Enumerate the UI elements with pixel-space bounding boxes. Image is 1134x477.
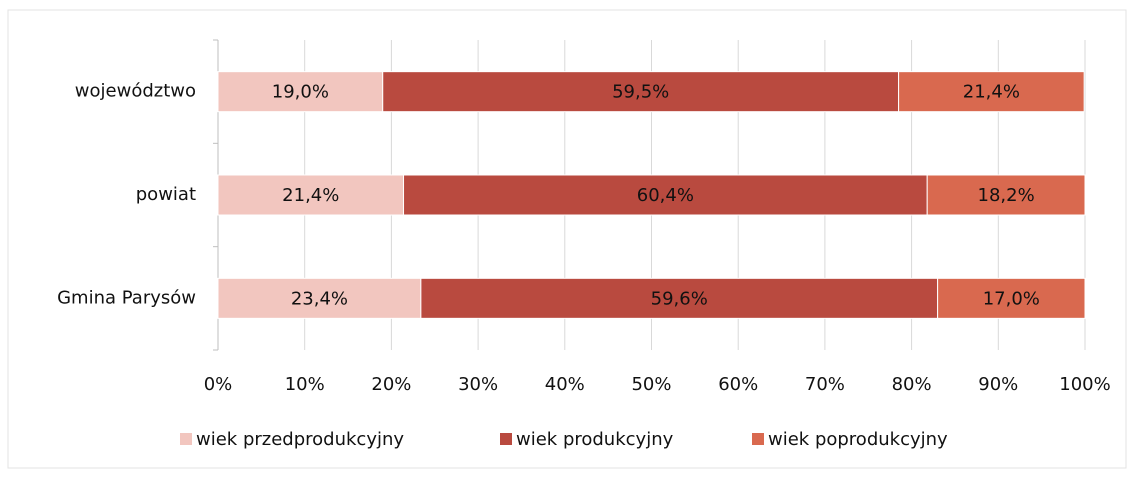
x-tick-label: 80% <box>892 374 932 395</box>
value-label: 23,4% <box>291 288 348 309</box>
value-label: 60,4% <box>637 185 694 206</box>
value-label: 18,2% <box>978 185 1035 206</box>
value-label: 17,0% <box>983 288 1040 309</box>
bar-segment <box>382 71 900 113</box>
x-tick-label: 0% <box>204 374 233 395</box>
y-tick-label: województwo <box>75 81 196 102</box>
x-tick-label: 70% <box>805 374 845 395</box>
value-label: 19,0% <box>272 82 329 103</box>
y-tick-label: powiat <box>136 184 196 205</box>
bar-segment <box>926 174 1086 216</box>
bar-segment <box>403 174 928 216</box>
legend-label: wiek produkcyjny <box>516 429 674 450</box>
legend-label: wiek przedprodukcyjny <box>196 429 404 450</box>
legend-marker <box>500 433 512 445</box>
bar-segment <box>898 71 1085 113</box>
bar-segment <box>937 277 1086 319</box>
value-label: 59,5% <box>612 82 669 103</box>
x-tick-label: 40% <box>545 374 585 395</box>
legend-label: wiek poprodukcyjny <box>768 429 948 450</box>
x-tick-label: 60% <box>718 374 758 395</box>
x-tick-label: 100% <box>1059 374 1110 395</box>
x-tick-label: 20% <box>371 374 411 395</box>
bar-segment <box>420 277 939 319</box>
bar-segment <box>217 174 405 216</box>
value-label: 21,4% <box>963 82 1020 103</box>
legend-marker <box>752 433 764 445</box>
x-tick-label: 10% <box>285 374 325 395</box>
x-tick-label: 50% <box>631 374 671 395</box>
value-label: 21,4% <box>282 185 339 206</box>
y-tick-label: Gmina Parysów <box>57 287 196 308</box>
legend-marker <box>180 433 192 445</box>
x-tick-label: 30% <box>458 374 498 395</box>
bar-segment <box>217 71 384 113</box>
bar-segment <box>217 277 422 319</box>
x-tick-label: 90% <box>978 374 1018 395</box>
value-label: 59,6% <box>651 288 708 309</box>
